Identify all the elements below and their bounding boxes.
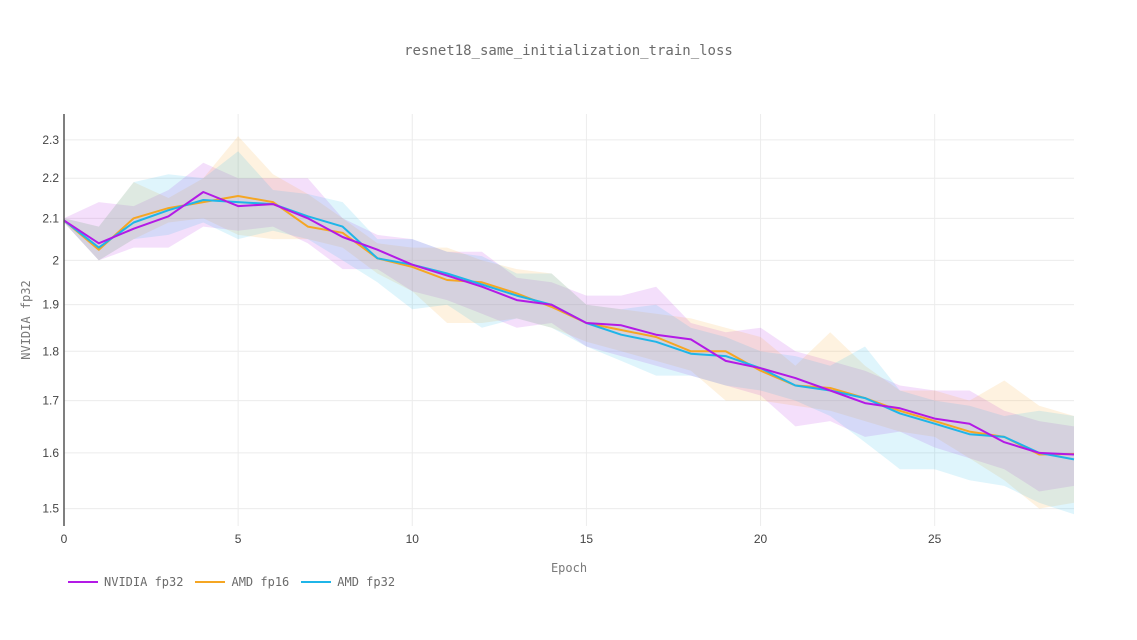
x-tick-label: 15 bbox=[580, 532, 594, 546]
chart-title: resnet18_same_initialization_train_loss bbox=[404, 43, 733, 59]
series-band-0 bbox=[64, 162, 1074, 492]
legend-label-amd-fp32: AMD fp32 bbox=[337, 575, 396, 589]
legend-swatch-nvidia-fp32 bbox=[68, 581, 98, 583]
legend-swatch-amd-fp32 bbox=[301, 581, 332, 583]
x-tick-label: 5 bbox=[235, 532, 242, 546]
y-axis-label: NVIDIA fp32 bbox=[19, 280, 33, 360]
x-axis-label: Epoch bbox=[550, 561, 588, 575]
y-tick-label: 1.8 bbox=[42, 344, 59, 358]
y-tick-label: 2.3 bbox=[42, 133, 59, 147]
series-band-1 bbox=[64, 136, 1074, 509]
legend-item-nvidia-fp32[interactable]: NVIDIA fp32 bbox=[68, 575, 183, 589]
y-tick-label: 1.5 bbox=[42, 502, 59, 516]
x-tick-label: 25 bbox=[928, 532, 942, 546]
x-tick-label: 0 bbox=[61, 532, 68, 546]
legend-item-amd-fp32[interactable]: AMD fp32 bbox=[301, 575, 395, 589]
y-tick-label: 1.7 bbox=[42, 394, 59, 408]
y-tick-label: 1.9 bbox=[42, 298, 59, 312]
series-line-0 bbox=[63, 191, 1075, 456]
y-tick-label: 2 bbox=[52, 253, 59, 267]
legend-label-nvidia-fp32: NVIDIA fp32 bbox=[104, 575, 184, 589]
legend-label-amd-fp16: AMD fp16 bbox=[231, 575, 290, 589]
legend-swatch-amd-fp16 bbox=[195, 581, 226, 583]
series-band-2 bbox=[64, 151, 1074, 515]
x-tick-label: 10 bbox=[406, 532, 420, 546]
y-tick-label: 2.1 bbox=[42, 211, 59, 225]
legend-item-amd-fp16[interactable]: AMD fp16 bbox=[195, 575, 289, 589]
x-tick-label: 20 bbox=[754, 532, 768, 546]
y-tick-label: 2.2 bbox=[42, 171, 59, 185]
y-tick-label: 1.6 bbox=[42, 446, 59, 460]
legend: NVIDIA fp32 AMD fp16 AMD fp32 bbox=[68, 575, 407, 589]
